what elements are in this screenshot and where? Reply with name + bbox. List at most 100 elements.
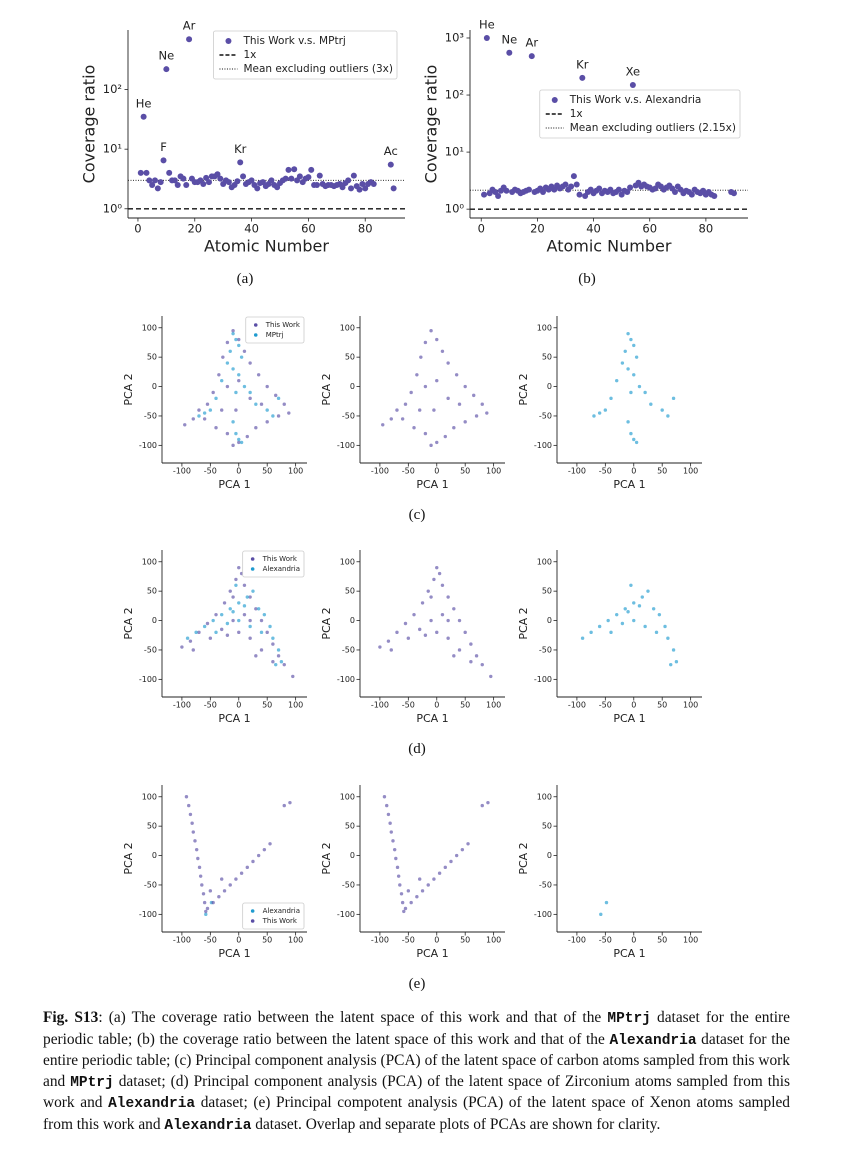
data-point <box>197 408 201 412</box>
x-tick-label: 0 <box>236 467 241 476</box>
y-tick-label: -50 <box>342 411 355 420</box>
data-point <box>378 645 382 649</box>
data-point <box>237 378 241 383</box>
x-tick-label: 50 <box>657 701 667 710</box>
data-point <box>654 630 659 635</box>
x-tick-label: 0 <box>434 701 439 710</box>
data-point <box>180 175 187 182</box>
data-point <box>362 185 369 192</box>
data-point <box>188 812 193 817</box>
data-point <box>248 624 252 629</box>
data-point <box>220 627 224 632</box>
data-point <box>276 654 281 658</box>
data-point <box>632 437 636 442</box>
y-tick-label: 50 <box>345 587 355 596</box>
data-point <box>457 648 462 652</box>
data-point <box>225 621 230 626</box>
data-point <box>220 408 224 412</box>
data-point <box>457 402 462 406</box>
caption-text: dataset for the entire periodic table; (… <box>43 1009 790 1048</box>
legend-label: Alexandria <box>263 565 300 573</box>
x-tick-label: 40 <box>586 222 601 236</box>
y-tick-label: -50 <box>342 880 355 889</box>
legend-box <box>213 30 398 80</box>
data-point <box>437 571 442 576</box>
data-point <box>180 645 184 649</box>
data-point <box>234 583 238 587</box>
y-axis-label: PCA 2 <box>122 842 135 874</box>
data-point <box>202 417 207 421</box>
data-point <box>254 607 258 611</box>
data-point <box>225 633 230 637</box>
data-point <box>632 343 636 348</box>
legend-label: Alexandria <box>263 907 300 915</box>
y-tick-label: -100 <box>534 675 552 684</box>
y-tick-label: 0 <box>350 616 355 625</box>
x-tick-label: 100 <box>288 467 303 476</box>
data-point <box>646 589 650 593</box>
data-point <box>259 402 264 406</box>
data-point <box>205 179 212 186</box>
x-tick-label: 80 <box>358 222 373 236</box>
caption-text: dataset. Overlap and separate plots of P… <box>251 1115 661 1133</box>
x-tick-label: 0 <box>434 467 439 476</box>
data-point <box>615 186 622 193</box>
y-tick-label: -50 <box>539 880 552 889</box>
data-point <box>596 185 603 192</box>
data-point <box>265 384 269 389</box>
data-point <box>205 621 210 626</box>
chart: -100 -50 0 50 100 -100 -50 0 50 100 PCA 1 PCA 2 <box>517 785 702 960</box>
data-point <box>237 437 241 442</box>
legend-item: MPtrj <box>253 331 284 339</box>
data-point <box>248 361 252 365</box>
caption-text: dataset; (e) Principal compotent analysi… <box>43 1094 790 1133</box>
y-tick-label: 50 <box>542 353 552 362</box>
y-axis-label: PCA 2 <box>122 373 135 405</box>
legend-item: 1x <box>219 49 256 61</box>
legend-item: Mean excluding outliers (2.15x) <box>545 122 736 134</box>
data-point <box>214 630 218 635</box>
x-tick-label: 60 <box>642 222 657 236</box>
data-point <box>184 795 189 799</box>
data-point <box>615 612 619 617</box>
data-point <box>271 636 275 640</box>
legend-label: This Work v.s. MPtrj <box>242 35 345 47</box>
data-point <box>205 906 210 911</box>
data-point <box>282 803 286 808</box>
chart: -100 -50 0 50 100 -100 -50 0 50 100 PCA 1 PCA 2 <box>320 550 505 725</box>
data-point <box>191 648 195 652</box>
data-point <box>231 329 235 333</box>
data-point <box>245 865 249 870</box>
data-point <box>259 630 264 635</box>
x-tick-label: -50 <box>599 936 612 945</box>
data-point <box>231 618 235 623</box>
data-point <box>288 175 295 182</box>
data-point <box>400 417 405 421</box>
caption-text: dataset; (d) Principal component analysi… <box>43 1072 790 1112</box>
data-point <box>234 178 241 185</box>
data-point <box>398 883 402 887</box>
data-point <box>627 184 634 191</box>
data-point <box>403 621 408 626</box>
data-point <box>190 821 194 825</box>
data-point <box>580 636 585 640</box>
data-point <box>449 859 453 864</box>
data-point <box>214 171 221 178</box>
y-tick-label: 100 <box>340 323 355 332</box>
data-point <box>217 895 221 899</box>
legend-item: 1x <box>545 108 583 120</box>
y-axis-label: PCA 2 <box>122 607 135 639</box>
data-point <box>305 174 312 181</box>
data-point <box>220 378 224 383</box>
data-point <box>592 414 596 418</box>
data-point <box>248 618 252 623</box>
x-axis-label: PCA 1 <box>416 712 448 725</box>
data-point <box>234 390 238 395</box>
data-point <box>597 411 602 415</box>
x-tick-label: 60 <box>301 222 316 236</box>
data-point <box>251 589 255 593</box>
data-point <box>208 408 213 412</box>
data-point <box>217 373 221 377</box>
x-tick-label: 0 <box>631 936 636 945</box>
data-point <box>214 612 218 617</box>
